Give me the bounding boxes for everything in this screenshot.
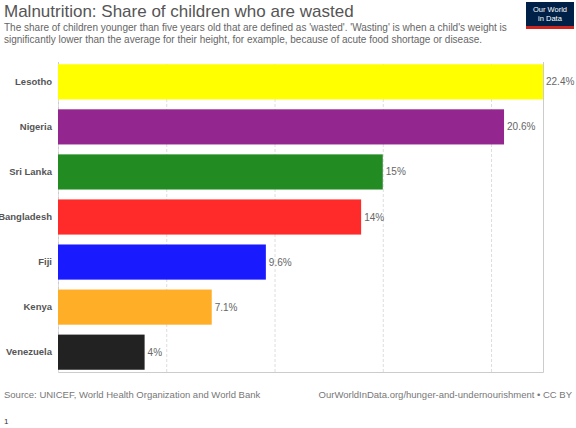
y-tick: Nigeria	[20, 121, 58, 132]
y-tick-label: Nigeria	[20, 121, 53, 132]
grid-line	[491, 62, 492, 372]
bar	[58, 64, 543, 99]
bar	[58, 290, 212, 325]
y-tick: Fiji	[38, 256, 58, 267]
y-tick: Bangladesh	[0, 211, 58, 222]
logo-box	[526, 2, 574, 29]
logo: Our Worldin Data	[526, 2, 574, 29]
logo-text: in Data	[538, 14, 563, 23]
y-tick: Lesotho	[15, 76, 58, 87]
y-tick-label: Venezuela	[6, 346, 53, 357]
y-tick-label: Fiji	[38, 256, 52, 267]
logo-text: Our World	[533, 5, 567, 14]
y-tick: Kenya	[23, 301, 58, 312]
data-label: 20.6%	[507, 121, 535, 132]
subtitle: The share of children younger than five …	[4, 22, 507, 45]
data-label: 22.4%	[546, 76, 574, 87]
y-tick-label: Lesotho	[15, 76, 52, 87]
title: Malnutrition: Share of children who are …	[4, 2, 354, 21]
data-label: 4%	[148, 347, 163, 358]
data-labels: 22.4% 20.6% 15% 14% 9.6% 7.1% 4%	[148, 76, 575, 357]
source: Source: UNICEF, World Health Organizatio…	[4, 389, 261, 400]
note: 1	[4, 417, 9, 426]
y-tick: Sri Lanka	[9, 166, 58, 177]
bar	[58, 199, 361, 234]
data-label: 14%	[364, 212, 384, 223]
bar	[58, 244, 266, 279]
chart: Malnutrition: Share of children who are …	[0, 0, 576, 428]
y-tick-label: Bangladesh	[0, 211, 52, 222]
bar	[58, 154, 383, 189]
bars	[58, 64, 543, 369]
data-label: 9.6%	[269, 257, 292, 268]
y-tick-label: Kenya	[23, 301, 52, 312]
y-tick-label: Sri Lanka	[9, 166, 52, 177]
bar	[58, 109, 504, 144]
data-label: 15%	[386, 166, 406, 177]
data-label: 7.1%	[215, 302, 238, 313]
x-axis-line	[59, 62, 544, 373]
x-tick	[491, 62, 492, 372]
y-tick: Venezuela	[6, 346, 58, 357]
bar	[58, 335, 145, 370]
y-axis: Lesotho Nigeria Sri Lanka Bangladesh Fiji Ken…	[0, 76, 58, 357]
x-axis	[59, 62, 544, 373]
plot: Lesotho Nigeria Sri Lanka Bangladesh Fiji Ken…	[0, 62, 574, 373]
url: OurWorldInData.org/hunger-and-undernouri…	[319, 389, 573, 400]
logo-strip	[526, 26, 574, 29]
